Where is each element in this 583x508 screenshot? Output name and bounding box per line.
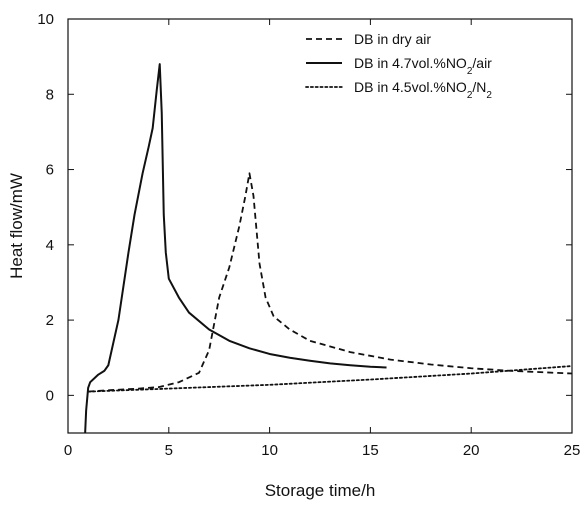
y-axis-title: Heat flow/mW bbox=[7, 173, 26, 279]
x-tick-label: 25 bbox=[564, 442, 581, 459]
legend-label-part: 2 bbox=[486, 90, 492, 101]
y-tick-label: 8 bbox=[46, 86, 54, 103]
series-line-2 bbox=[84, 63, 387, 434]
legend-label-part: DB in 4.5vol.%NO bbox=[354, 79, 467, 95]
x-tick-label: 20 bbox=[463, 442, 480, 459]
legend-label-part: /N bbox=[472, 79, 486, 95]
legend-label-part: 2 bbox=[467, 66, 473, 77]
legend-label-3: DB in 4.5vol.%NO2/N2 bbox=[354, 79, 492, 101]
y-tick-label: 2 bbox=[46, 312, 54, 329]
y-tick-label: 4 bbox=[46, 237, 54, 254]
axes-layer: 0 5 10 15 20 25 0 2 4 6 8 10 bbox=[37, 11, 580, 459]
x-tick-label: 5 bbox=[165, 442, 173, 459]
x-tick-label: 10 bbox=[261, 442, 278, 459]
legend-label-2: DB in 4.7vol.%NO2/air bbox=[354, 55, 492, 77]
y-tick-label: 0 bbox=[46, 387, 54, 404]
x-axis-title: Storage time/h bbox=[265, 481, 376, 500]
series-layer bbox=[84, 63, 573, 434]
y-tick-label: 6 bbox=[46, 162, 54, 179]
y-tick-label: 10 bbox=[37, 11, 54, 28]
series-line-1 bbox=[88, 172, 573, 393]
x-tick-label: 15 bbox=[362, 442, 379, 459]
legend-label-part: /air bbox=[472, 55, 492, 71]
legend-label-part: 2 bbox=[467, 90, 473, 101]
legend-label-1: DB in dry air bbox=[354, 31, 431, 47]
legend-label-part: DB in dry air bbox=[354, 31, 431, 47]
legend-label-part: DB in 4.7vol.%NO bbox=[354, 55, 467, 71]
plot-frame bbox=[67, 18, 573, 434]
series-line-3 bbox=[87, 365, 573, 393]
x-tick-label: 0 bbox=[64, 442, 72, 459]
